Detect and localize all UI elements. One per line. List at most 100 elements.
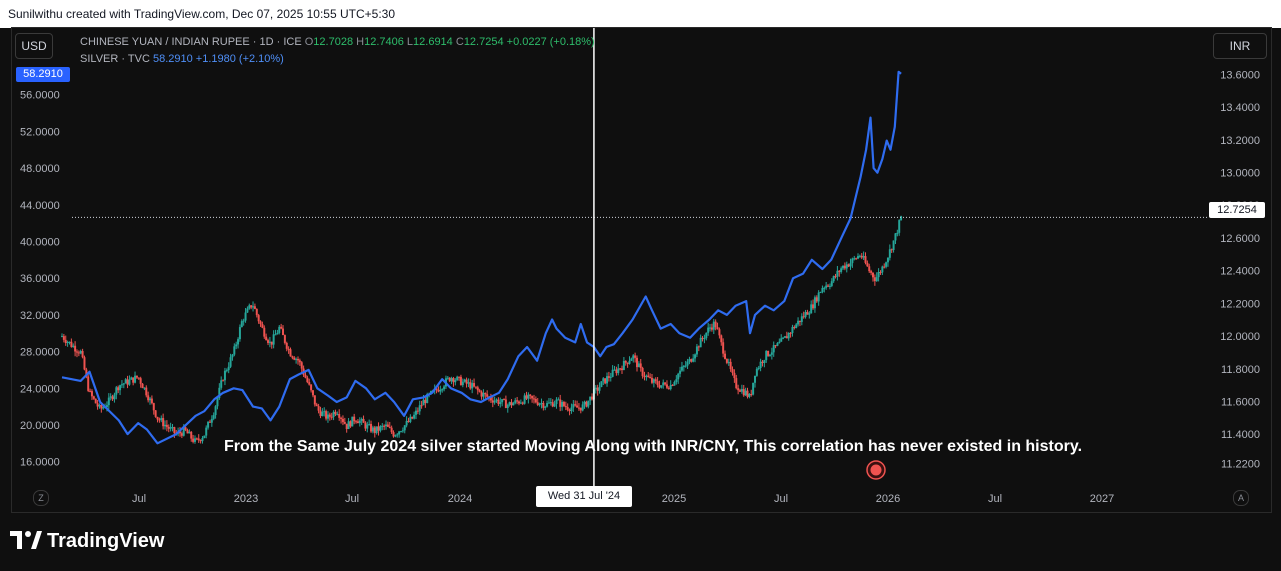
candle-body xyxy=(731,369,734,373)
candle-body xyxy=(538,403,541,405)
chart-panel[interactable]: Jul 2023 Jul 2024 2025 Jul 2026 Jul 2027 56.0000 5… xyxy=(11,27,1272,513)
left-axis-tick-label: 20.0000 xyxy=(20,420,60,432)
right-axis-tick-label: 11.8000 xyxy=(1221,364,1260,376)
candle-body xyxy=(712,321,715,330)
candle-body xyxy=(812,304,815,309)
silver-last-price-badge: 58.2910 xyxy=(16,67,70,82)
candle-body xyxy=(164,424,167,427)
zoom-reset-button[interactable]: Z xyxy=(33,490,49,506)
candle-body xyxy=(330,416,333,418)
candle-body xyxy=(600,381,603,388)
candle-body xyxy=(774,345,777,347)
candle-body xyxy=(338,414,341,418)
legend-series-cnyinr[interactable]: CHINESE YUAN / INDIAN RUPEE · 1D · ICE O… xyxy=(80,36,595,48)
candle-body xyxy=(585,401,588,407)
candle-body xyxy=(272,334,275,345)
candle-body xyxy=(414,410,417,415)
candle-body xyxy=(810,304,813,314)
candle-body xyxy=(815,297,818,302)
candle-body xyxy=(199,440,202,442)
candle-body xyxy=(739,390,742,392)
candle-body xyxy=(111,396,114,400)
candle-body xyxy=(326,414,329,419)
candle-body xyxy=(804,312,807,317)
candle-body xyxy=(130,377,133,380)
candle-body xyxy=(594,387,597,390)
candle-body xyxy=(532,398,535,400)
right-axis-tick-label: 13.0000 xyxy=(1220,167,1260,179)
candle-body xyxy=(654,379,657,382)
candle-body xyxy=(853,258,856,260)
left-axis-tick-label: 24.0000 xyxy=(20,383,60,395)
candle-body xyxy=(74,345,77,352)
candle-body xyxy=(210,418,213,423)
left-axis-tick-label: 36.0000 xyxy=(20,273,60,285)
candle-body xyxy=(253,306,256,309)
candle-body xyxy=(377,426,380,431)
candle-body xyxy=(178,431,181,434)
candle-body xyxy=(89,390,92,392)
candle-body xyxy=(877,272,880,278)
candle-body xyxy=(223,370,226,381)
candle-body xyxy=(525,395,528,399)
candle-body xyxy=(755,368,758,376)
candle-body xyxy=(252,306,255,308)
candle-body xyxy=(551,402,554,407)
candle-body xyxy=(90,391,93,397)
candle-body xyxy=(561,401,564,407)
candle-body xyxy=(134,375,137,383)
candle-body xyxy=(98,404,101,407)
candle-body xyxy=(92,396,95,399)
candle-body xyxy=(317,406,320,411)
candle-body xyxy=(746,390,749,397)
right-axis-tick-label: 13.6000 xyxy=(1220,69,1260,81)
candle-body xyxy=(615,369,618,374)
candle-body xyxy=(426,394,429,404)
x-tick-label: Jul xyxy=(774,493,788,505)
candle-body xyxy=(450,378,453,382)
candle-body xyxy=(577,407,580,409)
candle-body xyxy=(604,378,607,384)
candle-body xyxy=(602,378,605,382)
candle-body xyxy=(540,403,543,405)
candle-body xyxy=(246,308,249,313)
candle-body xyxy=(371,427,374,432)
candle-body xyxy=(135,375,138,378)
candle-body xyxy=(617,368,620,374)
left-scale-unit-button[interactable]: USD xyxy=(15,33,53,59)
candle-body xyxy=(195,438,198,440)
candle-body xyxy=(289,349,292,357)
candle-body xyxy=(188,431,191,434)
candle-body xyxy=(787,332,790,339)
candle-body xyxy=(231,354,234,358)
candle-body xyxy=(347,421,350,430)
candle-body xyxy=(439,389,442,392)
legend-series-silver[interactable]: SILVER · TVC 58.2910 +1.1980 (+2.10%) xyxy=(80,53,284,65)
candle-body xyxy=(862,256,865,258)
right-scale-unit-button[interactable]: INR xyxy=(1213,33,1267,59)
candle-body xyxy=(409,416,412,422)
candle-body xyxy=(574,404,577,406)
candle-body xyxy=(724,353,727,359)
candle-body xyxy=(343,422,346,424)
candle-body xyxy=(61,336,63,338)
candle-body xyxy=(203,435,206,438)
candle-body xyxy=(484,393,487,395)
candle-body xyxy=(613,369,616,371)
candle-body xyxy=(885,262,888,267)
candle-body xyxy=(679,370,682,374)
candle-body xyxy=(542,403,545,408)
candle-body xyxy=(860,255,863,258)
candle-body xyxy=(355,421,358,423)
candle-body xyxy=(383,425,386,427)
candle-body xyxy=(871,272,874,278)
candle-body xyxy=(707,327,710,333)
candle-body xyxy=(401,430,404,432)
candle-body xyxy=(139,378,142,384)
auto-scale-button[interactable]: A xyxy=(1233,490,1249,506)
chart-canvas[interactable]: Jul 2023 Jul 2024 2025 Jul 2026 Jul 2027 56.0000 5… xyxy=(12,28,1271,512)
candle-body xyxy=(83,357,86,370)
candle-body xyxy=(671,384,674,386)
candle-body xyxy=(772,345,775,353)
candle-body xyxy=(390,427,393,433)
